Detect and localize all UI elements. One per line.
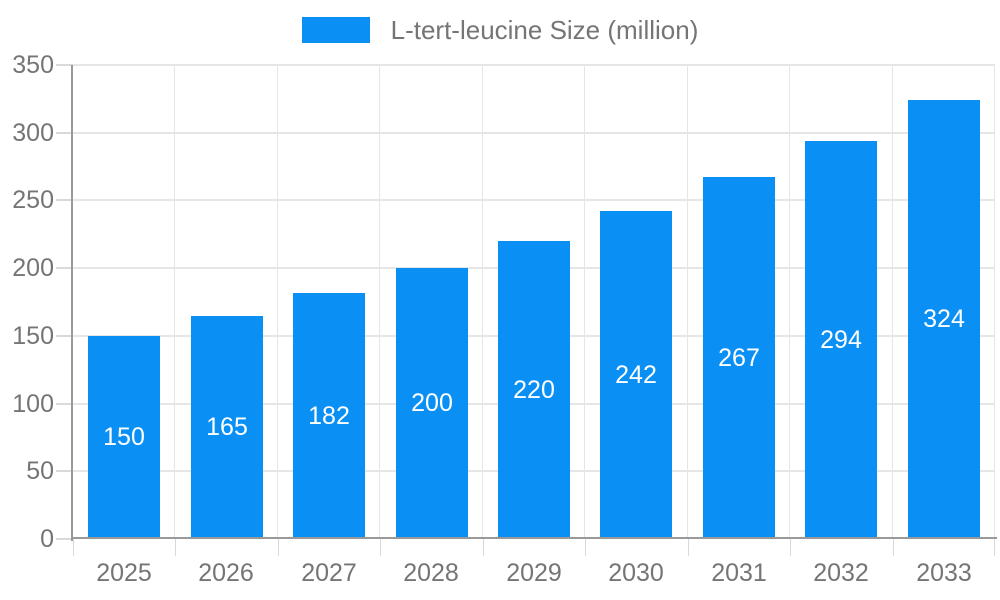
plot-area: 150 165 182 200 220 242 267 294 324 — [56, 64, 995, 556]
x-tick — [380, 539, 381, 556]
v-gridline — [174, 65, 175, 539]
bar[interactable]: 242 — [600, 211, 672, 539]
y-tick — [56, 267, 73, 269]
v-gridline — [482, 65, 483, 539]
bar[interactable]: 165 — [191, 316, 263, 539]
y-tick-label: 250 — [12, 186, 54, 214]
bar-value-label: 294 — [820, 325, 862, 354]
bar[interactable]: 294 — [805, 141, 877, 539]
x-tick — [483, 539, 484, 556]
bar[interactable]: 220 — [498, 241, 570, 539]
bar-value-label: 324 — [923, 305, 965, 333]
x-tick-label: 2033 — [916, 559, 972, 587]
bar-value-label: 165 — [206, 413, 248, 441]
bar-value-label: 182 — [308, 401, 350, 430]
y-tick-label: 200 — [12, 254, 54, 282]
y-tick — [56, 199, 73, 201]
y-tick-label: 150 — [12, 322, 54, 350]
y-tick — [56, 403, 73, 405]
bar[interactable]: 267 — [703, 177, 775, 539]
bar-value-label: 267 — [718, 343, 760, 372]
x-tick-label: 2032 — [813, 559, 869, 587]
y-tick — [56, 470, 73, 472]
x-tick-label: 2031 — [711, 559, 767, 587]
bar-value-label: 242 — [615, 360, 657, 389]
h-gridline — [73, 199, 995, 201]
x-tick — [994, 539, 995, 556]
v-gridline — [584, 65, 585, 539]
y-tick — [56, 335, 73, 337]
legend-label: L-tert-leucine Size (million) — [390, 14, 699, 45]
x-tick — [585, 539, 586, 556]
y-tick-label: 350 — [12, 51, 54, 79]
x-tick-label: 2025 — [96, 559, 152, 587]
v-gridline — [994, 65, 995, 539]
legend[interactable]: L-tert-leucine Size (million) — [0, 13, 1000, 47]
y-tick — [56, 538, 73, 540]
x-tick-label: 2030 — [608, 559, 664, 587]
v-gridline — [379, 65, 380, 539]
x-tick-label: 2029 — [506, 559, 562, 587]
x-tick — [73, 539, 74, 556]
h-gridline — [73, 132, 995, 134]
bar[interactable]: 324 — [908, 100, 980, 539]
y-tick — [56, 132, 73, 134]
bar[interactable]: 200 — [396, 268, 468, 539]
bar[interactable]: 182 — [293, 293, 365, 539]
x-tick — [175, 539, 176, 556]
bar-value-label: 150 — [103, 423, 145, 451]
bar-value-label: 220 — [513, 375, 555, 404]
y-tick-label: 50 — [26, 457, 54, 485]
legend-swatch-icon — [301, 17, 370, 43]
x-tick-label: 2028 — [403, 559, 459, 587]
bar[interactable]: 150 — [88, 336, 160, 539]
v-gridline — [892, 65, 893, 539]
x-axis-line — [71, 537, 997, 539]
v-gridline — [789, 65, 790, 539]
y-tick-label: 0 — [40, 525, 54, 553]
x-tick — [893, 539, 894, 556]
x-tick — [688, 539, 689, 556]
bar-value-label: 200 — [411, 389, 453, 417]
y-axis-line — [71, 65, 73, 541]
v-gridline — [277, 65, 278, 539]
x-tick-label: 2026 — [198, 559, 254, 587]
h-gridline — [73, 64, 995, 66]
x-tick — [790, 539, 791, 556]
x-tick — [278, 539, 279, 556]
y-tick — [56, 64, 73, 66]
x-tick-label: 2027 — [301, 559, 357, 587]
y-tick-label: 100 — [12, 390, 54, 418]
v-gridline — [687, 65, 688, 539]
y-tick-label: 300 — [12, 119, 54, 147]
